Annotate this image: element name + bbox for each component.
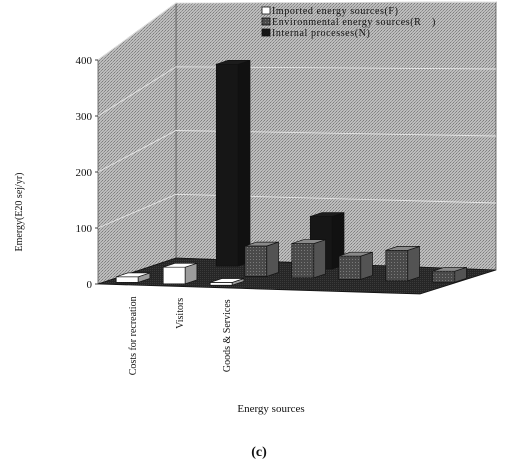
bar-face-top (163, 262, 198, 268)
plot-walls (97, 1, 497, 285)
bar-face-side (360, 251, 373, 280)
bar-face-top (338, 251, 373, 257)
bar-face-front (244, 245, 268, 277)
bar-face-front (291, 243, 315, 279)
y-tick-label: 400 (76, 55, 93, 67)
bar-face-top (216, 60, 251, 65)
gridline (97, 1, 497, 61)
x-tick-label: Visitors (175, 298, 186, 329)
labels: Emergy(E20 sej/yr) Costs for recreation Vi… (14, 173, 305, 460)
gridline (97, 130, 497, 173)
bar-face-front (338, 255, 362, 280)
gridline (97, 66, 497, 117)
bar (162, 262, 198, 285)
bar-face-top (432, 266, 467, 272)
bar (209, 278, 245, 286)
legend-swatch (261, 17, 271, 26)
bar (338, 251, 373, 280)
legend-label: Internal processes(N) (272, 28, 370, 39)
bar (215, 59, 251, 267)
bar (244, 241, 279, 277)
bar-face-top (210, 278, 245, 283)
bar-face-top (385, 246, 420, 251)
left-wall (97, 2, 177, 285)
x-axis-label: Energy sources (237, 403, 304, 415)
bar-face-top (310, 212, 345, 217)
bar-face-side (313, 239, 326, 279)
bar-face-front (209, 282, 233, 286)
x-tick-label: Costs for recreation (128, 296, 139, 375)
bars (115, 59, 467, 286)
gridlines (97, 1, 497, 229)
gridline (97, 193, 497, 229)
y-tick-label: 0 (87, 279, 93, 291)
bar-face-side (266, 241, 279, 277)
bar (432, 266, 467, 283)
bar-face-front (432, 270, 456, 283)
legend: Imported energy sources(F)Environmental … (261, 6, 436, 39)
bar (291, 239, 326, 279)
bar-face-top (291, 239, 326, 244)
bar-face-top (116, 272, 151, 278)
bar (115, 272, 151, 283)
x-tick-label: Goods & Services (222, 299, 233, 372)
bar-face-front (215, 63, 239, 267)
bar-face-side (237, 59, 251, 267)
bar-face-side (407, 245, 420, 282)
legend-swatch (261, 28, 271, 37)
axes: 0 100 200 300 400 (76, 55, 98, 291)
bar-face-top (244, 241, 279, 247)
legend-swatch (261, 6, 271, 15)
y-tick-label: 100 (76, 223, 93, 235)
y-tick-label: 300 (76, 111, 93, 123)
bar-face-front (385, 249, 409, 282)
bar-face-front (115, 276, 139, 283)
bar-face-front (162, 266, 186, 285)
legend-label: Imported energy sources(F) (272, 6, 399, 17)
y-axis-label: Emergy(E20 sej/yr) (14, 173, 25, 252)
y-tick-label: 200 (76, 167, 93, 179)
bar (385, 245, 420, 282)
panel-label: (c) (251, 445, 267, 460)
legend-label: Environmental energy sources(R ) (272, 17, 436, 28)
